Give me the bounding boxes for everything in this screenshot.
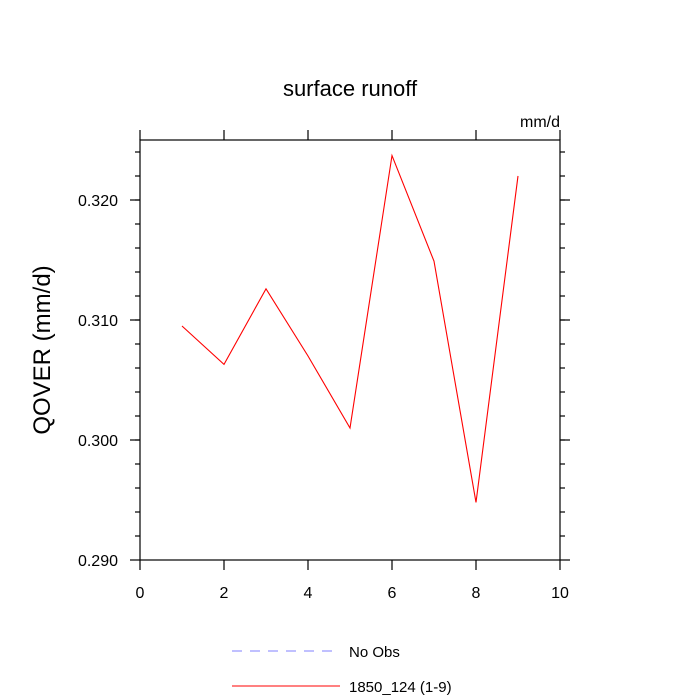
units-label: mm/d: [520, 114, 560, 131]
x-tick-label: 8: [472, 585, 481, 602]
legend-label: No Obs: [349, 644, 400, 661]
ticks-layer: 0 2 4 6 8 10 0.290 0.300 0.310 0.320: [78, 130, 570, 602]
legend: No Obs 1850_124 (1-9): [232, 644, 452, 696]
x-tick-label: 10: [551, 585, 569, 602]
y-tick-label: 0.290: [78, 553, 118, 570]
y-tick-label: 0.320: [78, 193, 118, 210]
x-tick-label: 0: [136, 585, 145, 602]
x-tick-label: 4: [304, 585, 313, 602]
y-tick-label: 0.310: [78, 313, 118, 330]
series-line: [181, 153, 519, 503]
x-tick-label: 6: [388, 585, 397, 602]
legend-label: 1850_124 (1-9): [349, 679, 452, 696]
y-axis-label: QOVER (mm/d): [29, 265, 56, 434]
series-layer: [181, 153, 519, 503]
plot-frame: [139, 139, 561, 561]
y-tick-label: 0.300: [78, 433, 118, 450]
x-tick-label: 2: [220, 585, 229, 602]
chart-title: surface runoff: [283, 76, 418, 101]
